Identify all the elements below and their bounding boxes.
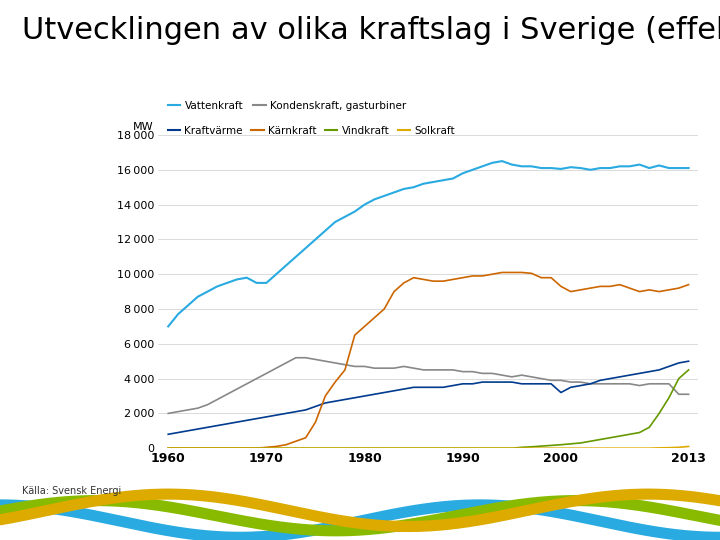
Text: Källa: Svensk Energi: Källa: Svensk Energi — [22, 486, 121, 496]
Text: MW: MW — [132, 122, 153, 132]
Text: Utvecklingen av olika kraftslag i Sverige (effekt): Utvecklingen av olika kraftslag i Sverig… — [22, 16, 720, 45]
Legend: Kraftvärme, Kärnkraft, Vindkraft, Solkraft: Kraftvärme, Kärnkraft, Vindkraft, Solkra… — [163, 122, 459, 140]
